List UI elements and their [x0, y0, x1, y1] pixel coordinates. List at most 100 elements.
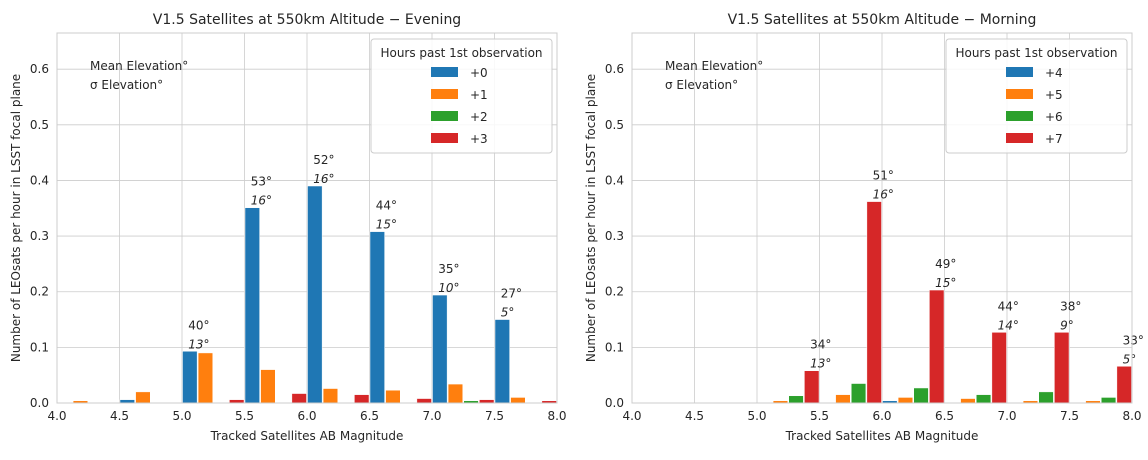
- x-tick-label: 6.0: [297, 409, 316, 423]
- bar-h6-bin6: [1038, 391, 1054, 404]
- legend-swatch: [431, 133, 458, 143]
- legend-label: +5: [1045, 88, 1063, 102]
- annotation-mean: 38°: [1060, 299, 1081, 313]
- bar-h0-bin5: [369, 231, 385, 404]
- y-tick-label: 0.6: [30, 62, 49, 76]
- annotation-mean: 52°: [313, 153, 334, 167]
- bar-h7-bin5: [991, 332, 1007, 404]
- annotation-sigma: 16°: [873, 188, 894, 202]
- bar-h5-bin3: [835, 394, 851, 404]
- y-tick-label: 0.0: [30, 396, 49, 410]
- bar-h0-bin6: [432, 294, 448, 404]
- y-tick-label: 0.4: [605, 173, 624, 187]
- legend-swatch: [1006, 67, 1033, 77]
- bar-h7-bin4: [929, 289, 945, 404]
- chart-panel-2: 4.0 4.5 5.0 5.5 6.0 6.5 7.0 7.5 8.0 0.0 0.1 0.2 0.3 0…: [584, 12, 1144, 443]
- bar-h3-bin4: [354, 394, 370, 404]
- y-axis-label: Number of LEOsats per hour in LSST focal…: [9, 74, 23, 362]
- annotation-mean: 35°: [438, 262, 459, 276]
- y-axis-label: Number of LEOsats per hour in LSST focal…: [584, 74, 598, 362]
- bar-h1-bin7: [510, 397, 526, 404]
- bar-h0-bin3: [244, 207, 260, 404]
- annotation-sigma: 5°: [1123, 352, 1137, 366]
- x-tick-label: 6.0: [872, 409, 891, 423]
- annotation-sigma: 14°: [998, 318, 1019, 332]
- x-tick-label: 8.0: [547, 409, 566, 423]
- y-tick-label: 0.6: [605, 62, 624, 76]
- legend-title: Hours past 1st observation: [955, 46, 1117, 60]
- bar-h6-bin2: [788, 395, 804, 404]
- x-tick-label: 4.5: [685, 409, 704, 423]
- annotation-sigma: 9°: [1060, 318, 1074, 332]
- legend-label: +0: [470, 66, 488, 80]
- annotation-mean: 27°: [501, 287, 522, 301]
- y-tick-label: 0.3: [30, 229, 49, 243]
- x-tick-label: 7.5: [1060, 409, 1079, 423]
- corner-sigma-label: σ Elevation°: [665, 78, 738, 92]
- bar-h0-bin2: [182, 351, 198, 404]
- annotation-sigma: 13°: [188, 337, 209, 351]
- bar-h7-bin3: [866, 201, 882, 404]
- corner-mean-label: Mean Elevation°: [90, 59, 188, 73]
- bar-h6-bin5: [976, 394, 992, 404]
- x-tick-label: 7.5: [485, 409, 504, 423]
- x-axis-label: Tracked Satellites AB Magnitude: [210, 429, 404, 443]
- bar-h5-bin5: [960, 398, 976, 404]
- bar-h3-bin3: [291, 393, 307, 404]
- bar-h0-bin7: [494, 319, 510, 404]
- axes-frame: [631, 32, 1133, 404]
- bar-h1-bin3: [260, 369, 276, 404]
- corner-mean-label: Mean Elevation°: [665, 59, 763, 73]
- annotation-mean: 34°: [810, 338, 831, 352]
- bar-h0-bin1: [119, 399, 135, 404]
- x-tick-label: 4.5: [110, 409, 129, 423]
- corner-sigma-label: σ Elevation°: [90, 78, 163, 92]
- annotation-sigma: 10°: [438, 281, 459, 295]
- y-tick-label: 0.4: [30, 173, 49, 187]
- annotation-sigma: 15°: [376, 218, 397, 232]
- x-tick-label: 6.5: [935, 409, 954, 423]
- bar-h1-bin6: [447, 383, 463, 404]
- legend-swatch: [1006, 89, 1033, 99]
- bar-h6-bin3: [851, 383, 867, 404]
- y-tick-label: 0.1: [30, 340, 49, 354]
- annotation-mean: 33°: [1123, 333, 1144, 347]
- annotation-mean: 44°: [376, 199, 397, 213]
- legend-label: +6: [1045, 110, 1063, 124]
- annotation-mean: 51°: [873, 169, 894, 183]
- bar-h3-bin5: [416, 398, 432, 404]
- axes-frame: [56, 32, 558, 404]
- y-tick-label: 0.1: [605, 340, 624, 354]
- annotation-sigma: 16°: [313, 172, 334, 186]
- bar-h6-bin7: [1101, 397, 1117, 404]
- annotation-mean: 40°: [188, 318, 209, 332]
- legend-box: [945, 38, 1128, 154]
- legend-label: +4: [1045, 66, 1063, 80]
- y-tick-label: 0.2: [30, 285, 49, 299]
- annotation-mean: 49°: [935, 257, 956, 271]
- y-tick-label: 0.0: [605, 396, 624, 410]
- x-tick-label: 4.0: [47, 409, 66, 423]
- legend-title: Hours past 1st observation: [380, 46, 542, 60]
- x-axis-label: Tracked Satellites AB Magnitude: [785, 429, 979, 443]
- x-tick-label: 5.0: [172, 409, 191, 423]
- annotation-sigma: 15°: [935, 276, 956, 290]
- annotation-sigma: 13°: [810, 357, 831, 371]
- legend-label: +7: [1045, 132, 1063, 146]
- y-tick-label: 0.2: [605, 285, 624, 299]
- legend-swatch: [431, 111, 458, 121]
- bar-h3-bin2: [229, 399, 245, 404]
- bar-h5-bin4: [897, 397, 913, 404]
- x-tick-label: 4.0: [622, 409, 641, 423]
- legend-swatch: [1006, 133, 1033, 143]
- x-tick-label: 5.5: [810, 409, 829, 423]
- legend-box: [370, 38, 553, 154]
- x-tick-label: 6.5: [360, 409, 379, 423]
- x-tick-label: 5.0: [747, 409, 766, 423]
- bar-h7-bin7: [1116, 366, 1132, 404]
- bar-h1-bin1: [135, 391, 151, 404]
- chart-title: V1.5 Satellites at 550km Altitude − Even…: [153, 12, 461, 28]
- x-tick-label: 5.5: [235, 409, 254, 423]
- x-tick-label: 8.0: [1122, 409, 1141, 423]
